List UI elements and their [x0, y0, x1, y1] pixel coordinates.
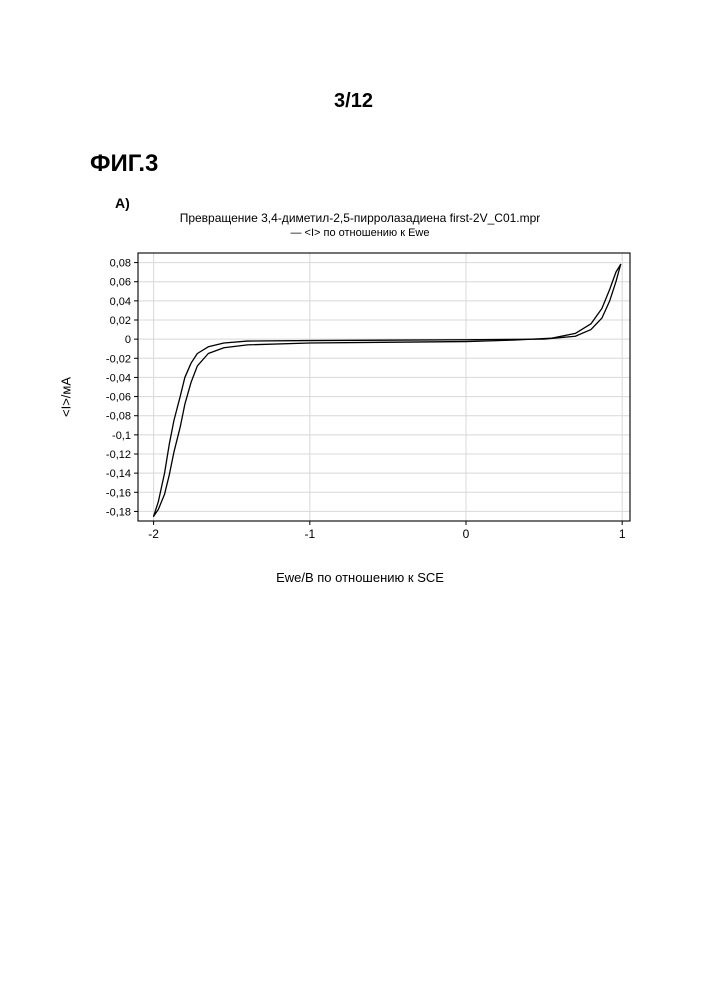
chart-title-line2: — <I> по отношению к Ewe	[80, 226, 640, 241]
svg-text:-0,06: -0,06	[106, 392, 131, 404]
chart-title-line1: Превращение 3,4-диметил-2,5-пирролазадие…	[180, 211, 541, 225]
svg-text:0,04: 0,04	[110, 296, 131, 308]
svg-text:-1: -1	[304, 527, 315, 541]
page-root: 3/12 ФИГ.3 A) Превращение 3,4-диметил-2,…	[0, 0, 707, 1000]
svg-text:-0,12: -0,12	[106, 449, 131, 461]
svg-text:-2: -2	[148, 527, 159, 541]
chart-xlabel: Ewe/В по отношению к SCE	[80, 570, 640, 585]
svg-text:-0,18: -0,18	[106, 506, 131, 518]
svg-text:-0,16: -0,16	[106, 487, 131, 499]
svg-text:0,02: 0,02	[110, 315, 131, 327]
svg-text:-0,1: -0,1	[112, 430, 131, 442]
svg-text:-0,02: -0,02	[106, 353, 131, 365]
svg-text:0: 0	[463, 527, 470, 541]
svg-text:1: 1	[619, 527, 626, 541]
chart-ylabel: <I>/мА	[59, 377, 74, 417]
svg-text:0,08: 0,08	[110, 258, 131, 270]
svg-text:-0,04: -0,04	[106, 372, 131, 384]
page-number: 3/12	[0, 90, 707, 113]
figure-label: ФИГ.3	[90, 150, 158, 178]
chart-area: <I>/мА 0,080,060,040,020-0,02-0,04-0,06-…	[80, 247, 640, 547]
chart-title: Превращение 3,4-диметил-2,5-пирролазадие…	[80, 210, 640, 241]
svg-text:-0,14: -0,14	[106, 468, 131, 480]
svg-text:-0,08: -0,08	[106, 411, 131, 423]
chart-svg: 0,08 0,06 0,04 0,02 0 -0,02 -0,04 -0,06 -0,08 -0,…	[80, 247, 640, 547]
svg-text:0,06: 0,06	[110, 277, 131, 289]
panel-label: A)	[115, 195, 130, 211]
svg-text:0: 0	[125, 334, 131, 346]
chart-container: Превращение 3,4-диметил-2,5-пирролазадие…	[80, 210, 640, 547]
